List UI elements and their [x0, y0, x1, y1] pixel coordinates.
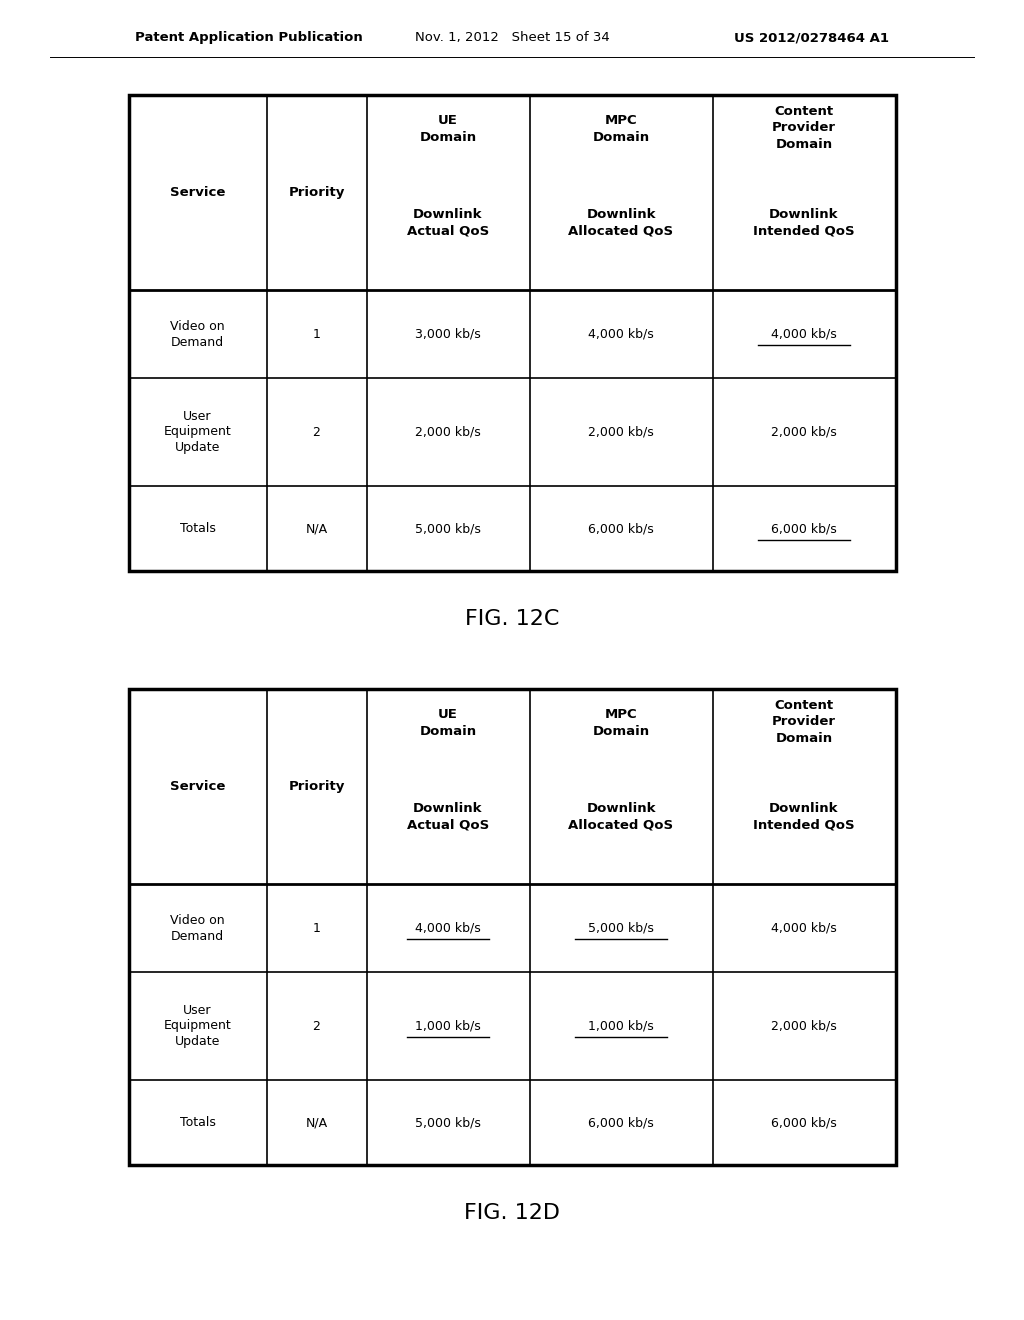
Bar — [128, 95, 896, 572]
Text: 1: 1 — [312, 921, 321, 935]
Text: FIG. 12C: FIG. 12C — [465, 609, 559, 630]
Text: Downlink
Intended QoS: Downlink Intended QoS — [754, 209, 855, 238]
Text: UE
Domain: UE Domain — [420, 115, 476, 144]
Text: Patent Application Publication: Patent Application Publication — [135, 32, 362, 45]
Text: 2,000 kb/s: 2,000 kb/s — [771, 1019, 837, 1032]
Text: 6,000 kb/s: 6,000 kb/s — [771, 1115, 837, 1129]
Text: Video on
Demand: Video on Demand — [170, 319, 225, 348]
Text: Downlink
Actual QoS: Downlink Actual QoS — [407, 803, 489, 832]
Text: 2,000 kb/s: 2,000 kb/s — [771, 425, 837, 438]
Text: 5,000 kb/s: 5,000 kb/s — [588, 921, 654, 935]
Text: Nov. 1, 2012   Sheet 15 of 34: Nov. 1, 2012 Sheet 15 of 34 — [415, 32, 609, 45]
Text: 4,000 kb/s: 4,000 kb/s — [771, 327, 837, 341]
Text: Priority: Priority — [289, 186, 345, 199]
Text: User
Equipment
Update: User Equipment Update — [164, 409, 231, 454]
Text: Video on
Demand: Video on Demand — [170, 913, 225, 942]
Text: Service: Service — [170, 780, 225, 793]
Text: UE
Domain: UE Domain — [420, 709, 476, 738]
Text: N/A: N/A — [305, 521, 328, 535]
Text: 1,000 kb/s: 1,000 kb/s — [588, 1019, 654, 1032]
Text: 1,000 kb/s: 1,000 kb/s — [415, 1019, 481, 1032]
Text: MPC
Domain: MPC Domain — [593, 709, 649, 738]
Text: 4,000 kb/s: 4,000 kb/s — [588, 327, 654, 341]
Text: 1: 1 — [312, 327, 321, 341]
Text: Content
Provider
Domain: Content Provider Domain — [772, 104, 836, 150]
Text: 2,000 kb/s: 2,000 kb/s — [415, 425, 481, 438]
Text: Downlink
Actual QoS: Downlink Actual QoS — [407, 209, 489, 238]
Text: US 2012/0278464 A1: US 2012/0278464 A1 — [734, 32, 889, 45]
Bar — [128, 95, 896, 572]
Text: 4,000 kb/s: 4,000 kb/s — [771, 921, 837, 935]
Text: Totals: Totals — [179, 521, 215, 535]
Text: 6,000 kb/s: 6,000 kb/s — [588, 1115, 654, 1129]
Text: 2: 2 — [312, 425, 321, 438]
Text: 5,000 kb/s: 5,000 kb/s — [415, 521, 481, 535]
Text: 5,000 kb/s: 5,000 kb/s — [415, 1115, 481, 1129]
Text: Downlink
Intended QoS: Downlink Intended QoS — [754, 803, 855, 832]
Text: 3,000 kb/s: 3,000 kb/s — [415, 327, 481, 341]
Text: 6,000 kb/s: 6,000 kb/s — [588, 521, 654, 535]
Text: Content
Provider
Domain: Content Provider Domain — [772, 698, 836, 744]
Text: Downlink
Allocated QoS: Downlink Allocated QoS — [568, 803, 674, 832]
Text: N/A: N/A — [305, 1115, 328, 1129]
Text: 4,000 kb/s: 4,000 kb/s — [415, 921, 481, 935]
Text: Totals: Totals — [179, 1115, 215, 1129]
Text: 6,000 kb/s: 6,000 kb/s — [771, 521, 837, 535]
Text: Downlink
Allocated QoS: Downlink Allocated QoS — [568, 209, 674, 238]
Text: FIG. 12D: FIG. 12D — [464, 1203, 560, 1224]
Text: 2,000 kb/s: 2,000 kb/s — [588, 425, 654, 438]
Text: Service: Service — [170, 186, 225, 199]
Text: MPC
Domain: MPC Domain — [593, 115, 649, 144]
Bar — [128, 689, 896, 1166]
Text: User
Equipment
Update: User Equipment Update — [164, 1003, 231, 1048]
Text: Priority: Priority — [289, 780, 345, 793]
Bar — [128, 689, 896, 1166]
Text: 2: 2 — [312, 1019, 321, 1032]
